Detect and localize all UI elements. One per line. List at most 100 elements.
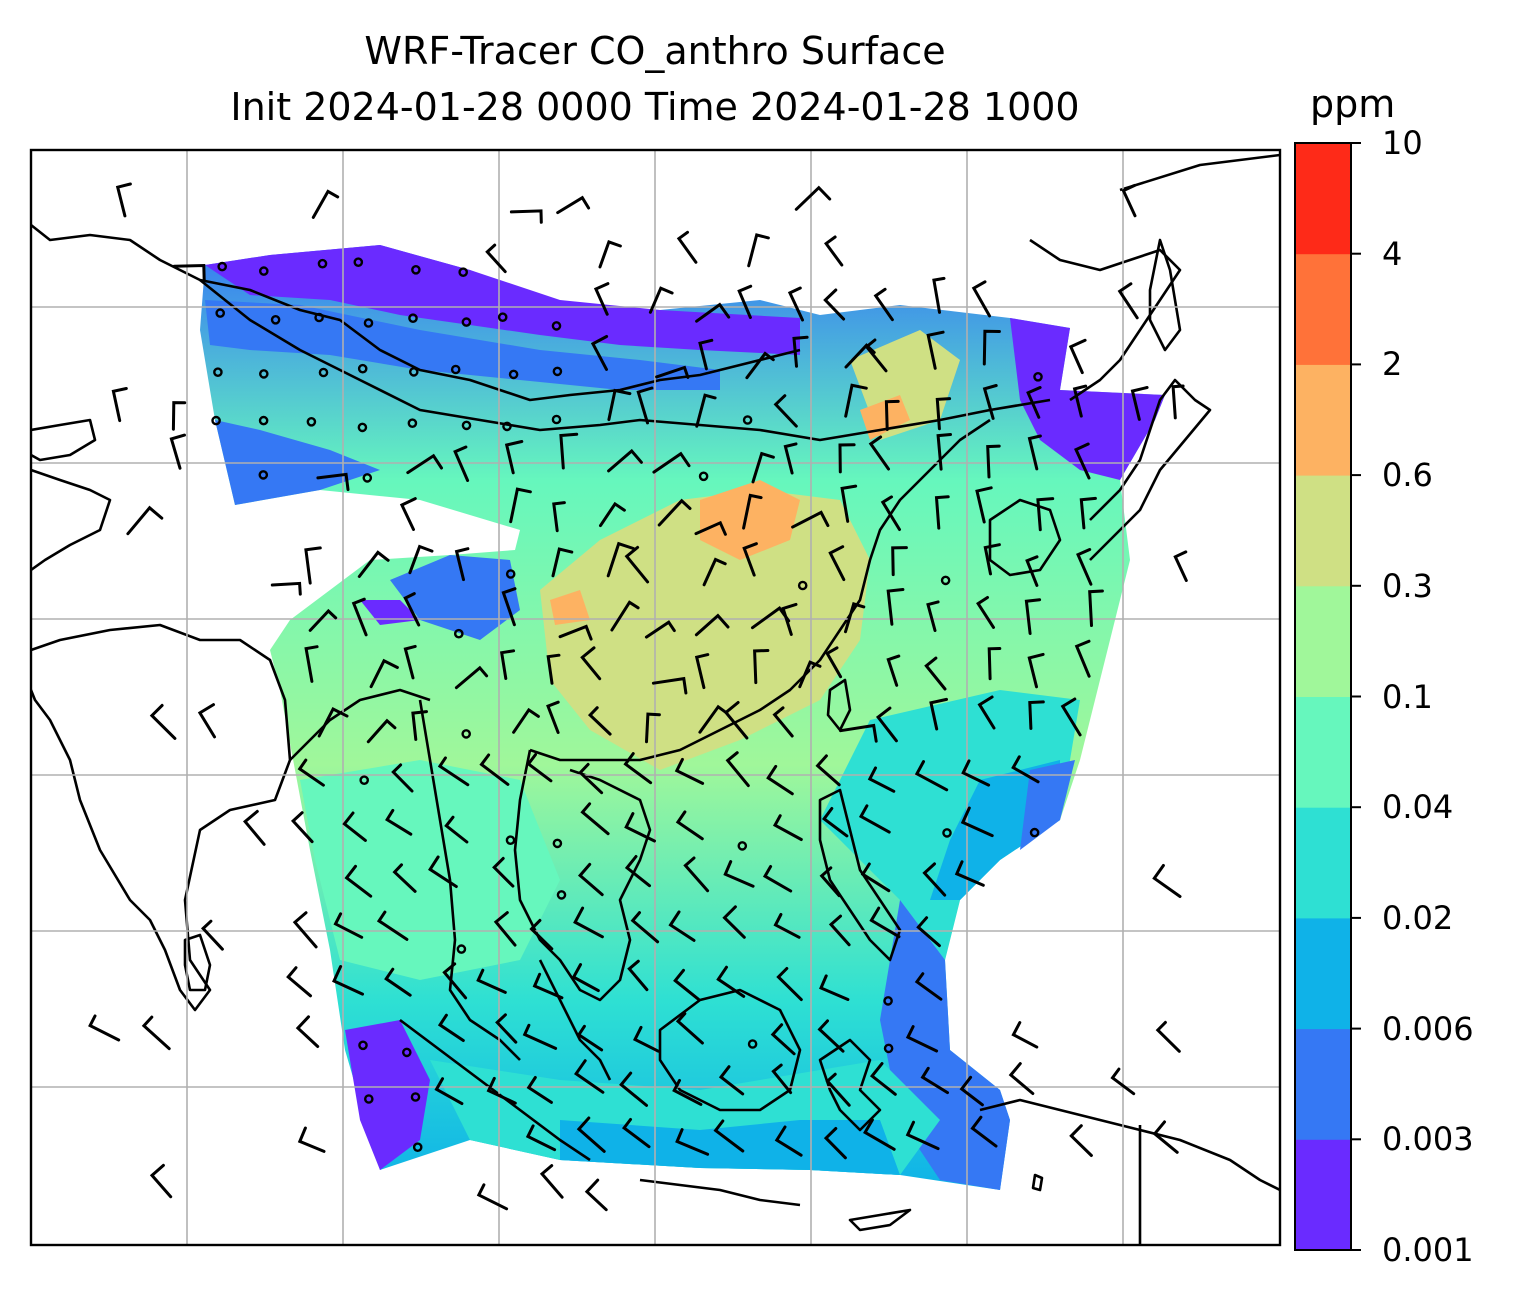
- colorbar-tick-label: 0.003: [1382, 1120, 1474, 1159]
- wind-barb: [295, 1015, 320, 1048]
- wind-barb: [976, 596, 995, 629]
- wind-barb: [959, 1075, 984, 1107]
- wind-barb: [823, 288, 846, 321]
- wind-barb: [774, 1125, 803, 1157]
- wind-barb: [926, 330, 945, 370]
- wind-barb: [408, 544, 434, 575]
- colorbar-tick-label: 0.02: [1382, 898, 1454, 937]
- wind-barb: [546, 653, 561, 685]
- colorbar-tick-label: 10: [1382, 124, 1423, 162]
- wind-barb: [886, 654, 901, 687]
- coast-sakhalin: [1148, 238, 1182, 352]
- wind-barb: [1060, 697, 1082, 737]
- wind-barb: [1152, 864, 1182, 898]
- wind-barb: [1028, 700, 1045, 730]
- wind-barb: [891, 546, 908, 577]
- wind-barb: [742, 493, 763, 530]
- wind-barb: [675, 1128, 710, 1156]
- wind-barb: [392, 863, 417, 893]
- calm-wind-marker: [797, 580, 808, 591]
- calm-wind-marker: [505, 569, 516, 579]
- region-northeast-low: [1010, 318, 1165, 480]
- wind-barb: [655, 365, 690, 379]
- wind-barb: [922, 862, 947, 897]
- wind-barb: [674, 757, 705, 785]
- wind-barb: [695, 393, 717, 428]
- wind-barb: [914, 760, 949, 792]
- wind-barb: [304, 645, 319, 683]
- wind-barb: [651, 676, 688, 695]
- calm-wind-marker: [401, 1047, 412, 1058]
- calm-wind-marker: [552, 366, 563, 377]
- wind-barb: [532, 972, 564, 1000]
- wind-barb: [526, 1076, 553, 1104]
- wind-barb: [929, 697, 948, 731]
- wind-barb: [1076, 548, 1093, 586]
- wind-barb: [1152, 1120, 1179, 1154]
- wind-barb: [342, 811, 367, 842]
- wind-barb: [385, 808, 413, 836]
- wind-barb: [787, 286, 804, 322]
- wind-barb: [977, 695, 996, 730]
- wind-barb: [333, 912, 364, 939]
- wind-barb: [485, 243, 507, 274]
- wind-barb: [115, 182, 132, 218]
- calm-wind-marker: [461, 420, 472, 431]
- calm-wind-marker: [408, 367, 419, 377]
- wind-barb: [839, 723, 878, 743]
- wind-barb: [369, 658, 399, 689]
- wind-barb: [1027, 652, 1045, 689]
- wind-barb: [590, 335, 609, 371]
- wind-barb: [453, 445, 470, 482]
- calm-wind-marker: [358, 1040, 368, 1051]
- wind-barb: [825, 646, 843, 679]
- calm-wind-marker: [458, 267, 469, 278]
- wind-barb: [406, 453, 443, 475]
- wind-barb: [573, 906, 604, 939]
- wind-barb: [171, 401, 187, 431]
- wind-barb: [1036, 497, 1055, 532]
- wind-barb: [492, 856, 515, 888]
- wind-barb: [825, 1072, 851, 1107]
- wind-barb: [961, 759, 991, 787]
- wind-barb: [624, 855, 651, 888]
- wind-barb: [623, 752, 653, 785]
- wind-barb: [454, 665, 489, 690]
- region-philippine-sea: [1020, 760, 1075, 850]
- calm-wind-marker: [453, 628, 464, 639]
- calm-wind-marker: [270, 314, 281, 325]
- wind-barb: [773, 913, 801, 939]
- colorbar-segment: [1295, 143, 1351, 255]
- wind-barb: [576, 1024, 604, 1052]
- colorbar-unit: ppm: [1310, 82, 1396, 126]
- wind-barb: [297, 758, 325, 787]
- wind-barb: [975, 486, 993, 524]
- coast-east-russia: [1029, 238, 1182, 402]
- coast-japan: [1089, 378, 1212, 561]
- wind-barb: [454, 547, 470, 582]
- calm-wind-marker: [258, 266, 269, 276]
- wind-barb: [442, 962, 468, 1000]
- calm-wind-marker: [359, 775, 370, 786]
- wind-barb: [986, 444, 1001, 479]
- wind-barb: [869, 906, 901, 939]
- wind-barb: [126, 505, 164, 536]
- wind-barb: [926, 600, 940, 632]
- wind-barb: [486, 1076, 517, 1105]
- wind-barb: [1025, 555, 1039, 587]
- title-line-2: Init 2024-01-28 0000 Time 2024-01-28 100…: [230, 85, 1080, 129]
- wind-barb: [753, 649, 770, 685]
- wind-barb: [403, 644, 417, 680]
- wind-barb: [1130, 386, 1149, 421]
- region-low-north: [205, 300, 720, 390]
- wind-barb: [606, 541, 635, 578]
- calm-wind-marker: [410, 1092, 421, 1102]
- wind-barb: [970, 1115, 998, 1148]
- wind-barb: [509, 209, 543, 224]
- colorbar-tick-label: 0.006: [1382, 1009, 1474, 1048]
- wind-barb: [619, 1071, 648, 1107]
- coast-bay-bengal: [289, 688, 431, 761]
- wind-barb: [624, 812, 656, 843]
- wind-barb: [1027, 434, 1042, 471]
